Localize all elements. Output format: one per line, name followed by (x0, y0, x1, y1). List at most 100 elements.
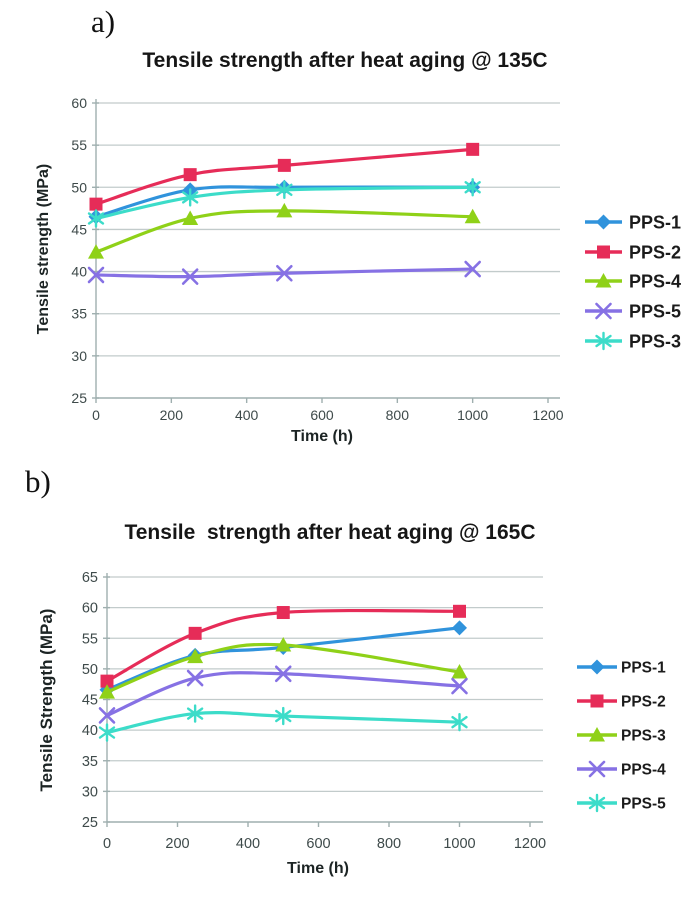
legend-label: PPS-1 (621, 660, 666, 677)
square-marker-icon (597, 245, 610, 259)
y-tick-label: 45 (71, 221, 87, 237)
triangle-marker-icon (187, 648, 204, 664)
legend-label: PPS-4 (621, 762, 666, 779)
y-tick-label: 25 (82, 815, 98, 831)
series-line (94, 267, 475, 279)
legend-label: PPS-5 (621, 796, 666, 813)
y-tick-label: 55 (82, 631, 98, 647)
y-tick-label: 60 (71, 95, 87, 111)
x-tick-label: 1200 (532, 407, 563, 423)
asterisk-marker-icon (87, 209, 105, 228)
legend-label: PPS-4 (629, 271, 681, 291)
series-line (105, 671, 462, 718)
legend-label: PPS-1 (629, 212, 681, 232)
x-tick-label: 1000 (457, 407, 488, 423)
legend-item-pps-5: PPS-5 (585, 301, 681, 321)
x-marker-icon (276, 264, 293, 282)
chart-a-title: Tensile strength after heat aging @ 135C (142, 49, 548, 72)
series-line (94, 147, 475, 206)
y-tick-label: 50 (82, 662, 98, 678)
y-tick-label: 55 (71, 137, 87, 153)
y-tick-label: 30 (82, 784, 98, 800)
x-tick-label: 1000 (443, 836, 475, 852)
series-pps-3 (99, 636, 468, 699)
x-tick-label: 400 (235, 407, 259, 423)
y-tick-label: 40 (71, 264, 87, 280)
series-pps-5 (87, 260, 481, 285)
square-marker-icon (89, 197, 103, 211)
x-tick-label: 0 (103, 836, 111, 852)
square-marker-icon (453, 604, 466, 618)
square-marker-icon (276, 606, 290, 620)
asterisk-marker-icon (588, 793, 606, 813)
x-tick-label: 200 (160, 407, 184, 423)
legend-item-pps-1: PPS-1 (577, 659, 666, 677)
panel-a-label: a) (91, 4, 116, 39)
legend-item-pps-2: PPS-2 (585, 242, 681, 262)
legend-item-pps-2: PPS-2 (577, 694, 666, 711)
asterisk-marker-icon (464, 178, 481, 197)
chart-b-plot: 25 30 35 40 45 50 55 60 65 0 200 400 600 800 1000 1200 P… (82, 570, 666, 852)
x-tick-label: 1200 (514, 836, 546, 852)
triangle-marker-icon (589, 727, 605, 742)
y-tick-label: 35 (82, 754, 98, 770)
series-pps-1 (99, 620, 467, 698)
square-marker-icon (590, 694, 604, 708)
x-marker-icon (464, 260, 481, 278)
legend-label: PPS-2 (629, 242, 681, 262)
triangle-marker-icon (276, 202, 293, 218)
x-tick-label: 200 (165, 836, 189, 852)
series-line (105, 642, 462, 694)
asterisk-marker-icon (275, 706, 292, 726)
triangle-marker-icon (464, 208, 481, 224)
panel-b-label: b) (25, 464, 51, 499)
asterisk-marker-icon (451, 712, 468, 732)
y-tick-label: 50 (71, 179, 87, 195)
triangle-marker-icon (275, 636, 292, 652)
x-tick-label: 600 (310, 407, 334, 423)
y-tick-label: 65 (82, 570, 98, 586)
x-tick-label: 0 (92, 407, 100, 423)
asterisk-marker-icon (181, 188, 199, 207)
chart-b-title: Tensile strength after heat aging @ 165C (124, 521, 536, 544)
x-marker-icon (451, 677, 468, 695)
legend-item-pps-4: PPS-4 (585, 271, 681, 291)
x-marker-icon (186, 669, 204, 687)
triangle-marker-icon (595, 273, 612, 288)
series-line (105, 626, 462, 692)
triangle-marker-icon (451, 663, 468, 679)
asterisk-marker-icon (595, 331, 612, 351)
series-line (94, 209, 475, 254)
x-tick-label: 800 (386, 407, 410, 423)
square-marker-icon (277, 158, 291, 172)
legend-item-pps-4: PPS-4 (577, 760, 666, 779)
y-tick-label: 45 (82, 693, 98, 709)
legend-label: PPS-3 (621, 728, 666, 745)
y-tick-label: 25 (71, 390, 87, 406)
x-marker-icon (274, 665, 292, 683)
x-marker-icon (588, 760, 606, 778)
series-pps-2 (100, 604, 466, 688)
series-pps-4 (98, 665, 468, 724)
asterisk-marker-icon (276, 180, 293, 200)
triangle-marker-icon (182, 210, 199, 225)
diamond-marker-icon (452, 620, 467, 636)
x-marker-icon (595, 302, 612, 320)
legend-label: PPS-3 (629, 331, 681, 351)
legend-item-pps-3: PPS-3 (585, 331, 681, 351)
chart-a-y-axis-label: Tensile strength (MPa) (35, 163, 52, 335)
x-marker-icon (181, 268, 199, 285)
asterisk-marker-icon (98, 723, 116, 742)
x-tick-label: 800 (377, 836, 401, 852)
y-tick-label: 35 (71, 306, 87, 322)
legend-label: PPS-2 (621, 694, 666, 711)
chart-b-y-axis-label: Tensile Strength (MPa) (37, 608, 56, 792)
legend-item-pps-1: PPS-1 (585, 212, 681, 232)
x-marker-icon (98, 707, 116, 724)
series-pps-3 (87, 178, 481, 228)
diamond-marker-icon (589, 659, 605, 675)
square-marker-icon (466, 142, 480, 156)
x-tick-label: 600 (306, 836, 330, 852)
legend-label: PPS-5 (629, 301, 681, 321)
